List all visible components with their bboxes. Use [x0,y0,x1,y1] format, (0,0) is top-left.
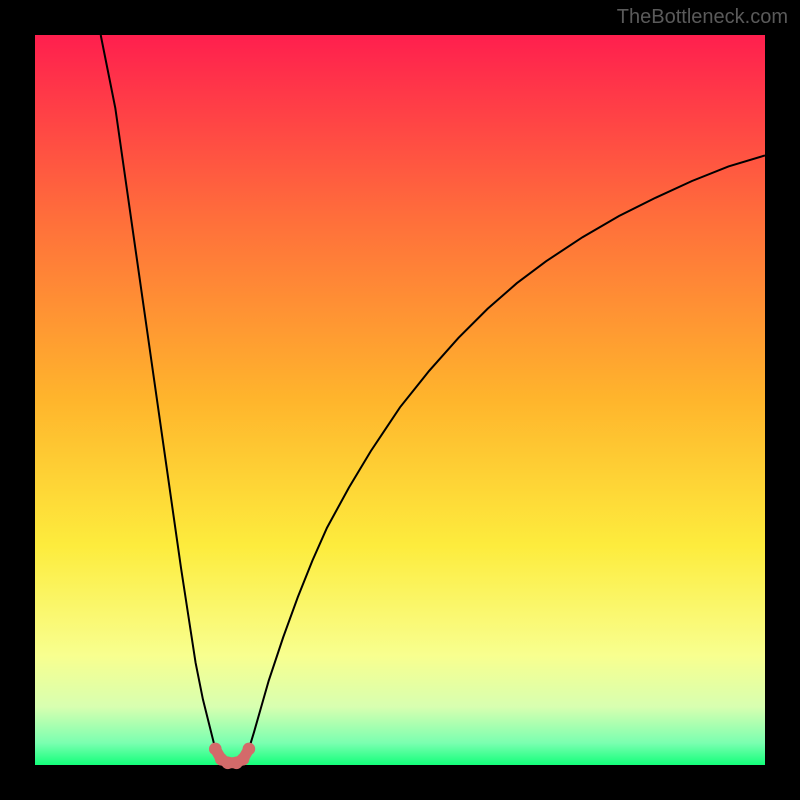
curve-left [101,35,216,749]
watermark-text: TheBottleneck.com [617,6,788,29]
marker-trace-dots [209,743,255,770]
marker-dot [243,743,256,756]
plot-gradient-area [35,35,765,765]
curve-right [249,155,765,748]
curves-svg [35,35,765,765]
